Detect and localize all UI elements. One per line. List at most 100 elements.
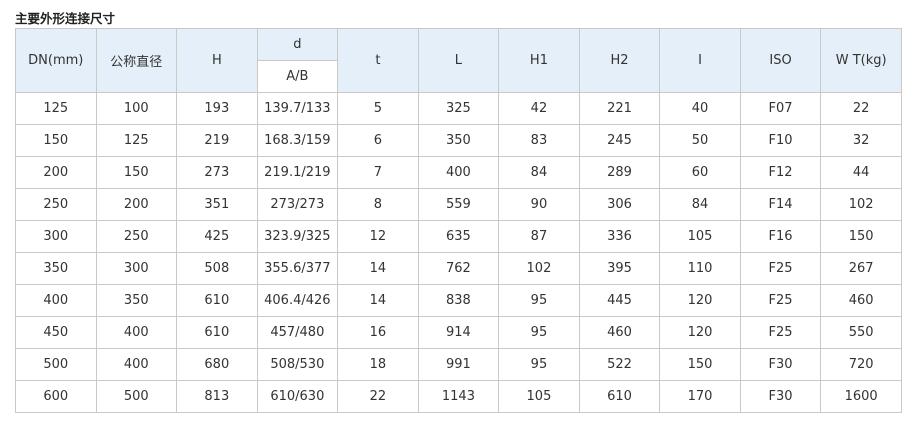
table-cell: 460 <box>578 316 661 349</box>
header-iso: ISO <box>739 28 822 93</box>
table-cell: 400 <box>417 156 500 189</box>
table-cell: F12 <box>739 156 822 189</box>
table-cell: 105 <box>659 220 741 253</box>
section-title: 主要外形连接尺寸 <box>15 11 116 26</box>
table-cell: 95 <box>498 284 580 317</box>
table-cell: 406.4/426 <box>256 284 339 317</box>
table-cell: 610/630 <box>256 380 339 413</box>
table-row: 150 125 219 168.3/159 6 350 83 245 50 F10 32 <box>15 124 902 157</box>
table-cell: 95 <box>498 348 580 381</box>
table-cell: 50 <box>659 124 741 157</box>
table-cell: 139.7/133 <box>256 92 339 125</box>
table-cell: 325 <box>417 92 500 125</box>
table-cell: 813 <box>176 380 258 413</box>
table-cell: 300 <box>95 252 178 285</box>
table-cell: 289 <box>578 156 661 189</box>
table-cell: 16 <box>337 316 419 349</box>
table-cell: 100 <box>95 92 178 125</box>
header-h1: H1 <box>498 28 580 93</box>
header-weight: W T(kg) <box>820 28 902 93</box>
table-cell: 450 <box>15 316 97 349</box>
table-cell: 90 <box>498 188 580 221</box>
table-cell: F25 <box>739 316 822 349</box>
table-cell: 838 <box>417 284 500 317</box>
table-cell: 221 <box>578 92 661 125</box>
table-cell: 150 <box>15 124 97 157</box>
table-cell: 8 <box>337 188 419 221</box>
table-row: 450 400 610 457/480 16 914 95 460 120 F25 550 <box>15 316 902 349</box>
table-cell: 425 <box>176 220 258 253</box>
table-cell: 610 <box>176 316 258 349</box>
table-cell: 350 <box>417 124 500 157</box>
table-cell: F07 <box>739 92 822 125</box>
table-cell: 250 <box>15 188 97 221</box>
table-cell: 245 <box>578 124 661 157</box>
table-cell: F14 <box>739 188 822 221</box>
table-cell: F10 <box>739 124 822 157</box>
header-i: I <box>659 28 741 93</box>
table-cell: 22 <box>820 92 902 125</box>
table-cell: 306 <box>578 188 661 221</box>
table-cell: 400 <box>95 348 178 381</box>
header-h2: H2 <box>578 28 661 93</box>
table-cell: F30 <box>739 380 822 413</box>
table-cell: 125 <box>15 92 97 125</box>
table-cell: 14 <box>337 252 419 285</box>
table-cell: 395 <box>578 252 661 285</box>
table-cell: 457/480 <box>256 316 339 349</box>
table-cell: 102 <box>498 252 580 285</box>
table-cell: 273/273 <box>256 188 339 221</box>
table-cell: 273 <box>176 156 258 189</box>
table-cell: 610 <box>578 380 661 413</box>
table-cell: 550 <box>820 316 902 349</box>
table-cell: 110 <box>659 252 741 285</box>
table-cell: 14 <box>337 284 419 317</box>
header-l: L <box>417 28 500 93</box>
table-cell: 6 <box>337 124 419 157</box>
table-cell: 500 <box>15 348 97 381</box>
table-cell: 350 <box>95 284 178 317</box>
header-h: H <box>176 28 258 93</box>
table-row: 125 100 193 139.7/133 5 325 42 221 40 F07 22 <box>15 92 902 125</box>
table-cell: 18 <box>337 348 419 381</box>
table-cell: 1600 <box>820 380 902 413</box>
table-row: 400 350 610 406.4/426 14 838 95 445 120 F25 460 <box>15 284 902 317</box>
table-cell: 762 <box>417 252 500 285</box>
table-cell: 460 <box>820 284 902 317</box>
table-cell: 1143 <box>417 380 500 413</box>
table-cell: 84 <box>659 188 741 221</box>
table-cell: 60 <box>659 156 741 189</box>
table-cell: 193 <box>176 92 258 125</box>
table-cell: 105 <box>498 380 580 413</box>
table-cell: F25 <box>739 252 822 285</box>
table-cell: 445 <box>578 284 661 317</box>
table-cell: 32 <box>820 124 902 157</box>
table-cell: 170 <box>659 380 741 413</box>
header-d: d <box>256 28 339 61</box>
table-cell: 635 <box>417 220 500 253</box>
table-cell: 150 <box>820 220 902 253</box>
table-cell: 95 <box>498 316 580 349</box>
table-cell: 500 <box>95 380 178 413</box>
table-row: 250 200 351 273/273 8 559 90 306 84 F14 102 <box>15 188 902 221</box>
table-row: 600 500 813 610/630 22 1143 105 610 170 F30 1600 <box>15 380 902 413</box>
table-cell: 336 <box>578 220 661 253</box>
table-cell: 323.9/325 <box>256 220 339 253</box>
table-row: 500 400 680 508/530 18 991 95 522 150 F30 720 <box>15 348 902 381</box>
table-cell: 125 <box>95 124 178 157</box>
dimensions-table: DN(mm) 公称直径 H d t L H1 H2 I ISO W T(kg) … <box>15 28 902 413</box>
table-cell: 600 <box>15 380 97 413</box>
table-cell: 300 <box>15 220 97 253</box>
table-row: 200 150 273 219.1/219 7 400 84 289 60 F12 44 <box>15 156 902 189</box>
table-cell: 219 <box>176 124 258 157</box>
table-cell: 219.1/219 <box>256 156 339 189</box>
table-cell: 83 <box>498 124 580 157</box>
header-dn: DN(mm) <box>15 28 97 93</box>
table-cell: 87 <box>498 220 580 253</box>
table-cell: F16 <box>739 220 822 253</box>
table-cell: 522 <box>578 348 661 381</box>
table-cell: 200 <box>15 156 97 189</box>
table-cell: 12 <box>337 220 419 253</box>
table-cell: 400 <box>95 316 178 349</box>
table-row: 350 300 508 355.6/377 14 762 102 395 110 F25 267 <box>15 252 902 285</box>
